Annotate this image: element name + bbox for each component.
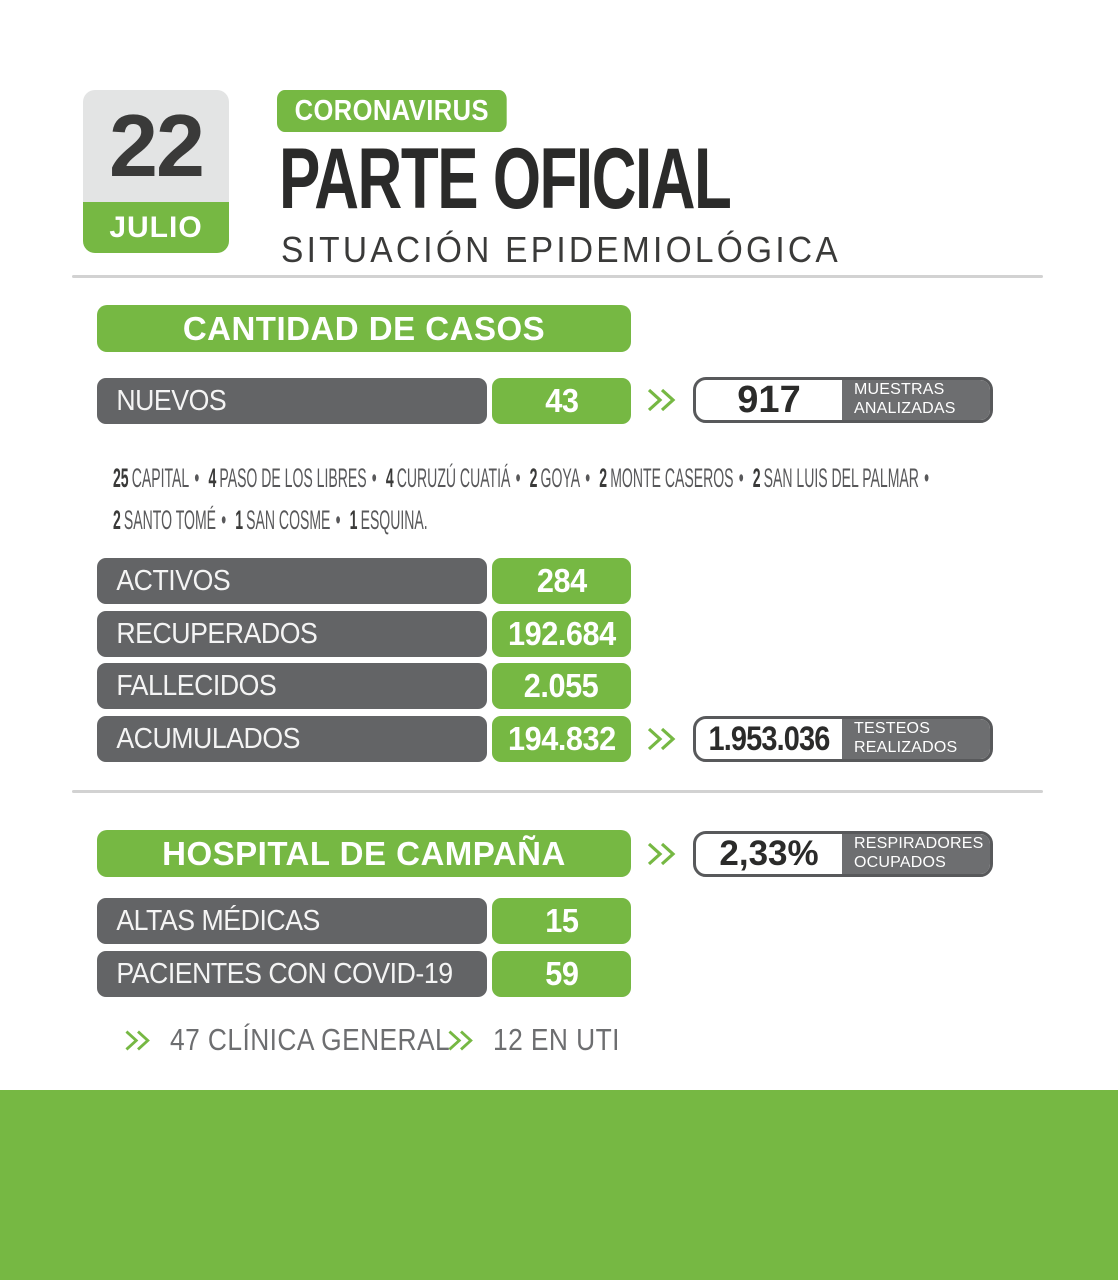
stat-value: 15	[492, 898, 631, 944]
stat-label-bar: PACIENTES CON COVID-19	[97, 951, 487, 997]
page-subtitle: SITUACIÓN EPIDEMIOLÓGICA	[281, 229, 841, 270]
pill-label-line: TESTEOS	[854, 720, 931, 738]
breakdown-item: 2 MONTE CASEROS •	[599, 463, 744, 493]
detail-en-uti: 12 EN UTI	[445, 1022, 642, 1058]
double-chevron-icon	[647, 388, 676, 412]
stat-label-bar: ACTIVOS	[97, 558, 487, 604]
double-chevron-icon	[125, 1030, 150, 1050]
stat-value: 192.684	[492, 611, 631, 657]
testeos-value: 1.953.036	[708, 719, 831, 758]
pill-label-line: OCUPADOS	[854, 854, 946, 871]
stat-value: 194.832	[492, 716, 631, 762]
stat-label: ACTIVOS	[116, 564, 231, 597]
detail-text: 47 CLÍNICA GENERAL	[170, 1022, 451, 1057]
divider	[72, 790, 1043, 793]
date-month: JULIO	[83, 202, 229, 253]
coronavirus-badge: CORONAVIRUS	[277, 90, 507, 132]
cases-breakdown: 25 CAPITAL • 4 PASO DE LOS LIBRES • 4 CURUZÚ …	[113, 458, 997, 542]
respiradores-value: 2,33%	[719, 834, 819, 873]
breakdown-item: 2 SAN LUIS DEL PALMAR •	[752, 463, 930, 493]
respiradores-pill: 2,33% RESPIRADORES OCUPADOS	[693, 831, 993, 877]
section-title-hospital: HOSPITAL DE CAMPAÑA	[97, 830, 631, 877]
page-title: PARTE OFICIAL	[279, 131, 732, 227]
section-title-casos: CANTIDAD DE CASOS	[97, 305, 631, 352]
breakdown-line: 2 SANTO TOMÉ • 1 SAN COSME • 1 ESQUINA.	[113, 500, 997, 542]
stat-label: RECUPERADOS	[116, 617, 318, 650]
testeos-group: 1.953.036 TESTEOS REALIZADOS	[644, 716, 993, 762]
footer-band: GOBIERNO PROVINCIAL CORRIENTES M	[0, 1090, 1118, 1280]
muestras-value: 917	[737, 378, 801, 421]
detail-text: 12 EN UTI	[493, 1022, 620, 1057]
muestras-pill: 917 MUESTRAS ANALIZADAS	[693, 377, 993, 423]
breakdown-item: 2 GOYA •	[529, 463, 591, 493]
stat-label: PACIENTES CON COVID-19	[116, 957, 453, 990]
stat-label: ALTAS MÉDICAS	[116, 904, 320, 937]
breakdown-item: 1 SAN COSME •	[235, 504, 341, 535]
pill-label-line: MUESTRAS	[854, 381, 945, 399]
double-chevron-icon	[448, 1030, 473, 1050]
date-day: 22	[83, 90, 229, 202]
stat-label-bar: NUEVOS	[97, 378, 487, 424]
breakdown-item: 2 SANTO TOMÉ •	[113, 504, 227, 535]
stat-value: 2.055	[492, 663, 631, 709]
breakdown-item: 4 CURUZÚ CUATIÁ •	[385, 463, 521, 493]
stat-label: ACUMULADOS	[116, 722, 301, 755]
stat-label-bar: FALLECIDOS	[97, 663, 487, 709]
testeos-pill: 1.953.036 TESTEOS REALIZADOS	[693, 716, 993, 762]
breakdown-item: 1 ESQUINA.	[349, 504, 428, 535]
divider	[72, 275, 1043, 278]
respiradores-label: RESPIRADORES OCUPADOS	[842, 834, 990, 874]
pill-label-line: REALIZADOS	[854, 739, 958, 756]
muestras-group: 917 MUESTRAS ANALIZADAS	[644, 377, 993, 423]
breakdown-line: 25 CAPITAL • 4 PASO DE LOS LIBRES • 4 CURUZÚ …	[113, 458, 997, 500]
double-chevron-icon	[647, 727, 676, 751]
pill-label-line: ANALIZADAS	[854, 400, 956, 417]
detail-clinica-general: 47 CLÍNICA GENERAL	[122, 1022, 499, 1058]
respiradores-group: 2,33% RESPIRADORES OCUPADOS	[644, 831, 993, 877]
pill-label-line: RESPIRADORES	[854, 835, 984, 853]
stat-value: 59	[492, 951, 631, 997]
stat-label-bar: RECUPERADOS	[97, 611, 487, 657]
muestras-label: MUESTRAS ANALIZADAS	[842, 380, 990, 420]
stat-value: 284	[492, 558, 631, 604]
date-box: 22 JULIO	[83, 90, 229, 253]
testeos-label: TESTEOS REALIZADOS	[842, 719, 990, 759]
stat-label: FALLECIDOS	[116, 669, 277, 702]
breakdown-item: 4 PASO DE LOS LIBRES •	[208, 463, 377, 493]
breakdown-item: 25 CAPITAL •	[113, 463, 200, 493]
double-chevron-icon	[647, 842, 676, 866]
stat-label-bar: ACUMULADOS	[97, 716, 487, 762]
stat-value: 43	[492, 378, 631, 424]
stat-label: NUEVOS	[116, 384, 227, 417]
stat-label-bar: ALTAS MÉDICAS	[97, 898, 487, 944]
